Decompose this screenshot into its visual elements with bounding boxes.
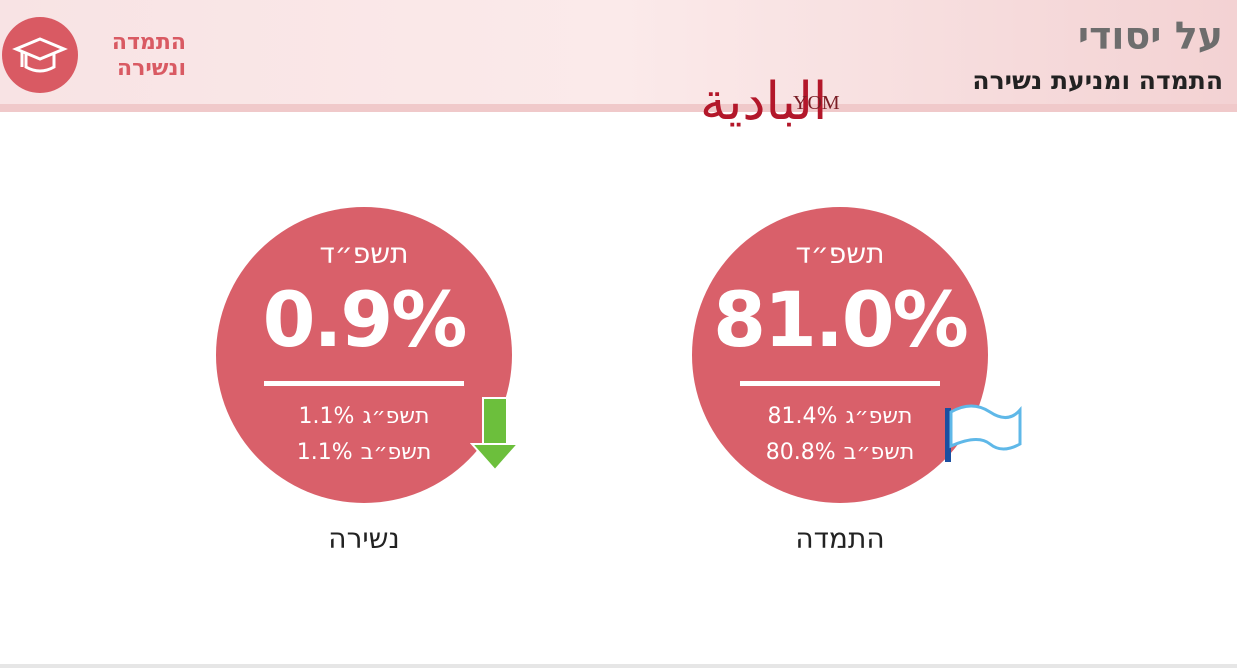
subtitle: התמדה ומניעת נשירה — [972, 66, 1223, 95]
header-band — [0, 0, 1237, 112]
main-value: 0.9% — [262, 275, 468, 364]
row-value: 81.4% — [767, 404, 838, 429]
flag-icon — [945, 404, 1022, 462]
footer-line — [0, 664, 1237, 668]
badge-text: התמדה ונשירה — [86, 30, 186, 82]
stat-circle: תשפ״ד 81.0% תשפ״ג 81.4% תשפ״ב 80.8% — [692, 207, 988, 503]
badge-icon — [2, 17, 78, 93]
graduation-cap — [12, 37, 68, 73]
row-value: 1.1% — [298, 404, 355, 429]
badge-line: התמדה — [111, 30, 186, 55]
logo-latin: YOM — [793, 92, 840, 114]
stat-circle: תשפ״ד 0.9% תשפ״ג 1.1% תשפ״ב 1.1% — [216, 207, 512, 503]
row-value: 1.1% — [296, 440, 353, 465]
row-label: תשפ״ב — [360, 440, 432, 465]
title: על יסודי — [1077, 14, 1223, 58]
divider — [264, 381, 464, 386]
history-row: תשפ״ג 1.1% — [216, 404, 512, 429]
caption: התמדה — [795, 522, 885, 555]
row-value: 80.8% — [765, 440, 836, 465]
main-value: 81.0% — [713, 275, 969, 364]
history-row: תשפ״ב 80.8% — [692, 440, 988, 465]
divider — [740, 381, 940, 386]
year: תשפ״ד — [319, 237, 409, 270]
down-arrow — [470, 397, 520, 472]
caption: נשירה — [328, 522, 400, 555]
year: תשפ״ד — [795, 237, 885, 270]
history-row: תשפ״ב 1.1% — [216, 440, 512, 465]
history-row: תשפ״ג 81.4% — [692, 404, 988, 429]
row-label: תשפ״ג — [845, 404, 913, 429]
badge-line: ונשירה — [116, 56, 186, 81]
logo-arabic: البادية — [700, 72, 828, 132]
row-label: תשפ״ב — [843, 440, 915, 465]
row-label: תשפ״ג — [362, 404, 430, 429]
